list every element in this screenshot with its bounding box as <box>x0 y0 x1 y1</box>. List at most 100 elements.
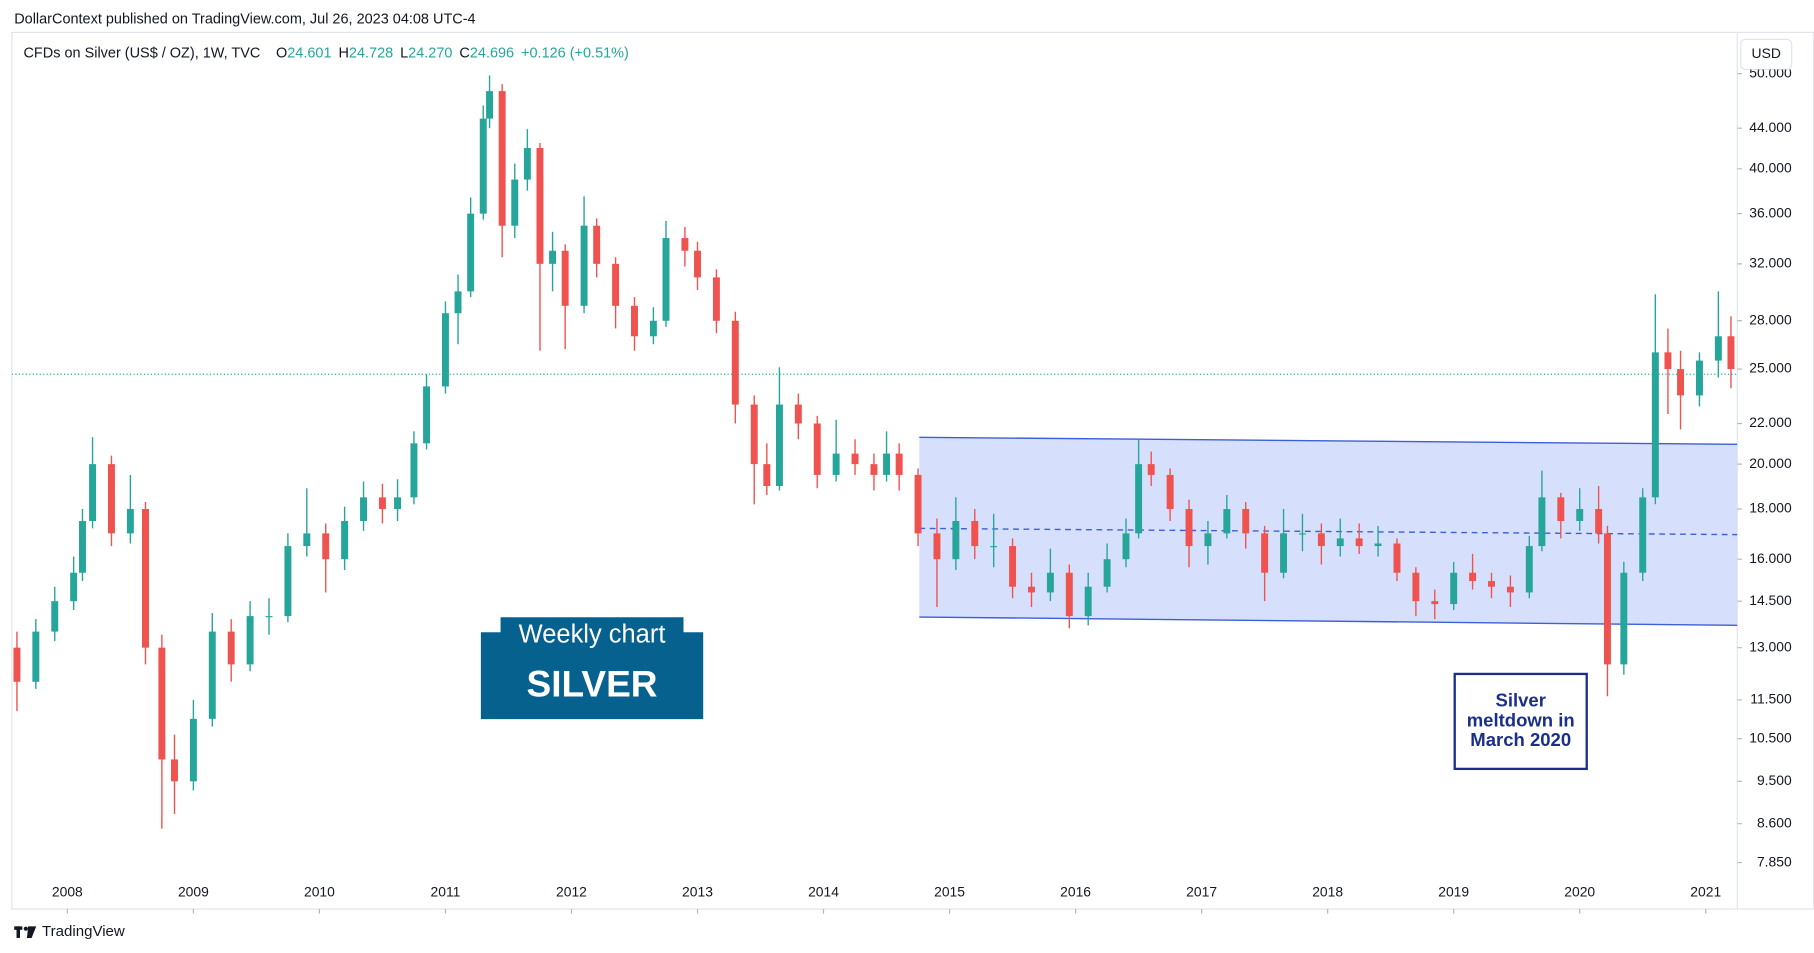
time-axis: 2008 2009 2010 2011 2012 2013 2014 2015 2016 2017… <box>52 883 1721 914</box>
candle-body <box>246 616 254 665</box>
candle-body <box>1166 474 1174 510</box>
currency-label: USD <box>1752 45 1781 61</box>
candle-body <box>952 521 960 560</box>
candle-body <box>394 497 402 510</box>
logo-part <box>23 926 28 931</box>
note-line: Silver <box>1495 690 1545 711</box>
candle-body <box>13 647 21 682</box>
candle-body <box>851 453 859 465</box>
x-tick-label: 2016 <box>1060 883 1091 899</box>
note-line: meltdown in <box>1467 709 1575 730</box>
candle-body <box>1431 601 1439 605</box>
box-text: SILVER <box>527 662 658 704</box>
channel-upper <box>919 436 1738 446</box>
candle-body <box>1046 572 1054 593</box>
y-tick-label: 22.000 <box>1749 414 1792 430</box>
legend-value: 24.696 <box>470 45 514 61</box>
candle-body <box>303 533 311 547</box>
candle-body <box>423 386 431 444</box>
candle-body <box>171 759 178 782</box>
y-tick-label: 25.000 <box>1749 360 1792 376</box>
candle-body <box>410 443 418 498</box>
y-tick-label: 9.500 <box>1757 772 1792 788</box>
y-tick-label: 14.500 <box>1749 592 1792 608</box>
price-axis: 50.000 44.000 40.000 36.000 32.000 28.000 25.0… <box>1737 64 1792 869</box>
candle-body <box>227 631 235 665</box>
legend-value: 24.270 <box>408 45 452 61</box>
candle-body <box>51 601 59 632</box>
legend-value: 24.601 <box>287 45 331 61</box>
candle-body <box>914 474 922 534</box>
candle-body <box>750 404 758 465</box>
x-tick-label: 2021 <box>1690 883 1721 899</box>
candle-body <box>523 148 531 180</box>
channel-lower <box>919 616 1738 627</box>
candle-body <box>1355 538 1363 547</box>
symbol: CFDs on Silver (US$ / OZ), 1W, TVC <box>23 45 260 61</box>
x-tick-label: 2015 <box>934 883 965 899</box>
candle-body <box>454 291 462 314</box>
y-tick-label: 7.850 <box>1757 853 1792 869</box>
candles <box>13 75 1735 829</box>
candle-body <box>378 497 386 510</box>
candle-body <box>1557 497 1565 522</box>
y-tick-label: 44.000 <box>1749 119 1792 135</box>
candle-body <box>763 464 771 486</box>
legend-key: O <box>276 45 287 61</box>
candle-body <box>549 250 557 264</box>
currency-button[interactable] <box>1740 38 1793 71</box>
candle-body <box>662 238 670 321</box>
candle-body <box>775 404 783 486</box>
candle-body <box>107 464 115 534</box>
candle-body <box>189 718 197 782</box>
candle-body <box>70 572 78 602</box>
candle-body <box>1204 533 1212 547</box>
candle-body <box>360 497 367 522</box>
candle-body <box>1185 509 1193 547</box>
x-tick-label: 2013 <box>682 883 713 899</box>
legend-change: +0.126 (+0.51%) <box>521 45 629 61</box>
candle-body <box>1122 533 1130 560</box>
candle-body <box>142 509 149 648</box>
candle-body <box>1084 586 1092 617</box>
candle-body <box>89 464 97 522</box>
y-tick-label: 10.500 <box>1749 729 1792 745</box>
x-tick-label: 2011 <box>431 883 461 899</box>
candle-body <box>794 404 802 424</box>
candle-body <box>1009 546 1017 587</box>
box-title: Weekly chart <box>519 620 666 648</box>
candle-body <box>536 148 544 264</box>
candle-body <box>1651 352 1659 498</box>
candle-body <box>1261 533 1269 573</box>
logo-part <box>16 926 21 938</box>
footer-logo <box>14 926 37 938</box>
x-tick-label: 2017 <box>1186 883 1217 899</box>
candle-body <box>1412 572 1420 602</box>
candle-body <box>1103 559 1111 587</box>
y-tick-label: 18.000 <box>1749 500 1792 516</box>
candle-body <box>284 546 292 617</box>
candle-body <box>79 521 86 573</box>
y-tick-label: 32.000 <box>1749 255 1792 271</box>
candle-body <box>1677 369 1685 396</box>
candle-body <box>1336 538 1344 547</box>
candle-body <box>1639 497 1647 573</box>
y-tick-label: 50.000 <box>1749 64 1792 80</box>
candle-body <box>681 238 689 251</box>
x-tick-label: 2008 <box>52 883 83 899</box>
candle-body <box>32 631 40 682</box>
y-tick-label: 40.000 <box>1749 159 1792 175</box>
candle-body <box>1695 360 1703 396</box>
candle-body <box>561 250 569 306</box>
x-tick-label: 2018 <box>1312 883 1343 899</box>
legend-key: C <box>459 45 469 61</box>
candle-body <box>1374 543 1382 547</box>
x-tick-label: 2014 <box>808 883 839 899</box>
candle-body <box>1538 497 1546 547</box>
candle-body <box>1317 533 1325 547</box>
candle-body <box>883 453 891 475</box>
candle-body <box>1469 572 1477 582</box>
logo-part <box>26 926 37 938</box>
candle-body <box>1065 572 1073 617</box>
